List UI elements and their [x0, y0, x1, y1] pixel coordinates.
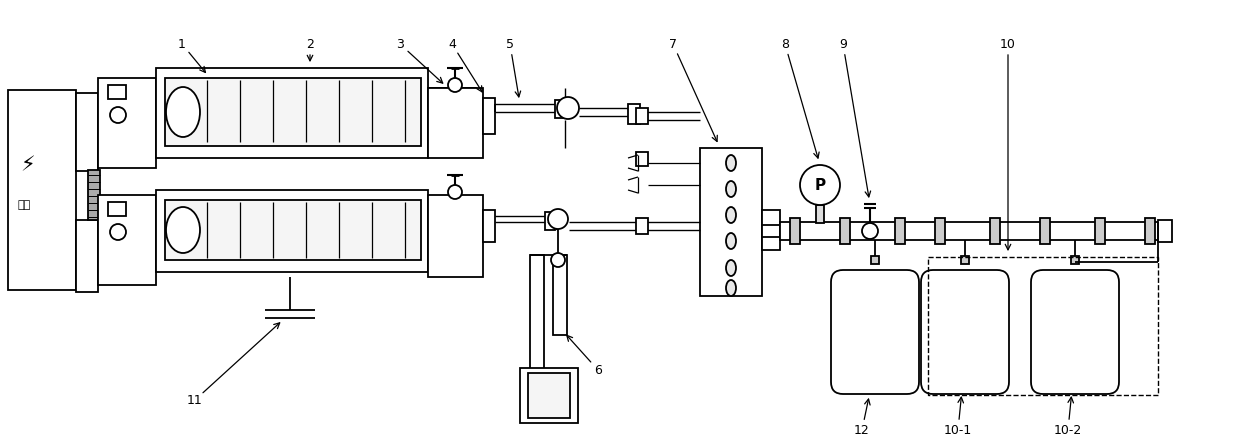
Circle shape: [448, 78, 463, 92]
Text: 6: 6: [594, 363, 601, 376]
Circle shape: [551, 253, 565, 267]
Bar: [1158, 220, 1172, 242]
Bar: [556, 100, 565, 118]
Ellipse shape: [166, 207, 200, 253]
Bar: [484, 210, 495, 242]
Bar: [636, 108, 649, 124]
Bar: [98, 195, 156, 285]
Circle shape: [862, 223, 878, 239]
FancyBboxPatch shape: [831, 270, 919, 394]
Bar: [636, 152, 649, 166]
Text: 1: 1: [179, 38, 186, 51]
Text: 5: 5: [506, 38, 515, 51]
Bar: [428, 122, 476, 140]
Bar: [990, 218, 999, 244]
Bar: [553, 255, 567, 335]
Text: 11: 11: [187, 393, 203, 406]
Text: 2: 2: [306, 38, 314, 51]
Bar: [763, 210, 780, 250]
Bar: [76, 93, 98, 171]
Bar: [870, 256, 879, 264]
Bar: [156, 190, 428, 272]
Ellipse shape: [725, 233, 737, 249]
Ellipse shape: [725, 260, 737, 276]
Circle shape: [548, 209, 568, 229]
Text: 9: 9: [839, 38, 847, 51]
Text: 8: 8: [781, 38, 789, 51]
Circle shape: [557, 97, 579, 119]
Bar: [780, 222, 1168, 240]
Circle shape: [110, 107, 126, 123]
Text: 4: 4: [448, 38, 456, 51]
Bar: [529, 255, 544, 370]
Bar: [7, 90, 76, 290]
Bar: [484, 98, 495, 134]
Text: 10-1: 10-1: [944, 423, 972, 436]
Bar: [428, 88, 476, 106]
Bar: [816, 205, 825, 223]
Text: 电源: 电源: [17, 200, 31, 210]
Bar: [935, 218, 945, 244]
Text: 10: 10: [1001, 38, 1016, 51]
Bar: [701, 148, 763, 296]
Bar: [790, 218, 800, 244]
Ellipse shape: [725, 280, 737, 296]
Circle shape: [448, 185, 463, 199]
Bar: [428, 88, 484, 158]
Bar: [1040, 218, 1050, 244]
Bar: [165, 200, 422, 260]
Bar: [627, 104, 640, 124]
Bar: [928, 257, 1158, 395]
Ellipse shape: [725, 207, 737, 223]
Bar: [636, 218, 649, 234]
Bar: [546, 212, 556, 230]
Bar: [108, 85, 126, 99]
Bar: [98, 78, 156, 168]
Text: 7: 7: [670, 38, 677, 51]
Bar: [165, 78, 422, 146]
Bar: [895, 218, 905, 244]
Bar: [520, 368, 578, 423]
FancyBboxPatch shape: [1030, 270, 1118, 394]
Ellipse shape: [725, 181, 737, 197]
FancyBboxPatch shape: [921, 270, 1009, 394]
Text: 12: 12: [854, 423, 870, 436]
Bar: [839, 218, 849, 244]
Text: P: P: [815, 177, 826, 193]
Bar: [961, 256, 968, 264]
Bar: [1095, 218, 1105, 244]
Circle shape: [110, 224, 126, 240]
Text: 3: 3: [396, 38, 404, 51]
Bar: [1071, 256, 1079, 264]
Bar: [108, 202, 126, 216]
Circle shape: [800, 165, 839, 205]
Ellipse shape: [166, 87, 200, 137]
Text: ⚡: ⚡: [21, 155, 35, 175]
Bar: [528, 373, 570, 418]
Text: 10-2: 10-2: [1054, 423, 1083, 436]
Bar: [88, 170, 100, 220]
Bar: [1145, 218, 1154, 244]
Bar: [156, 68, 428, 158]
Bar: [428, 195, 484, 277]
Bar: [76, 220, 98, 292]
Ellipse shape: [725, 155, 737, 171]
